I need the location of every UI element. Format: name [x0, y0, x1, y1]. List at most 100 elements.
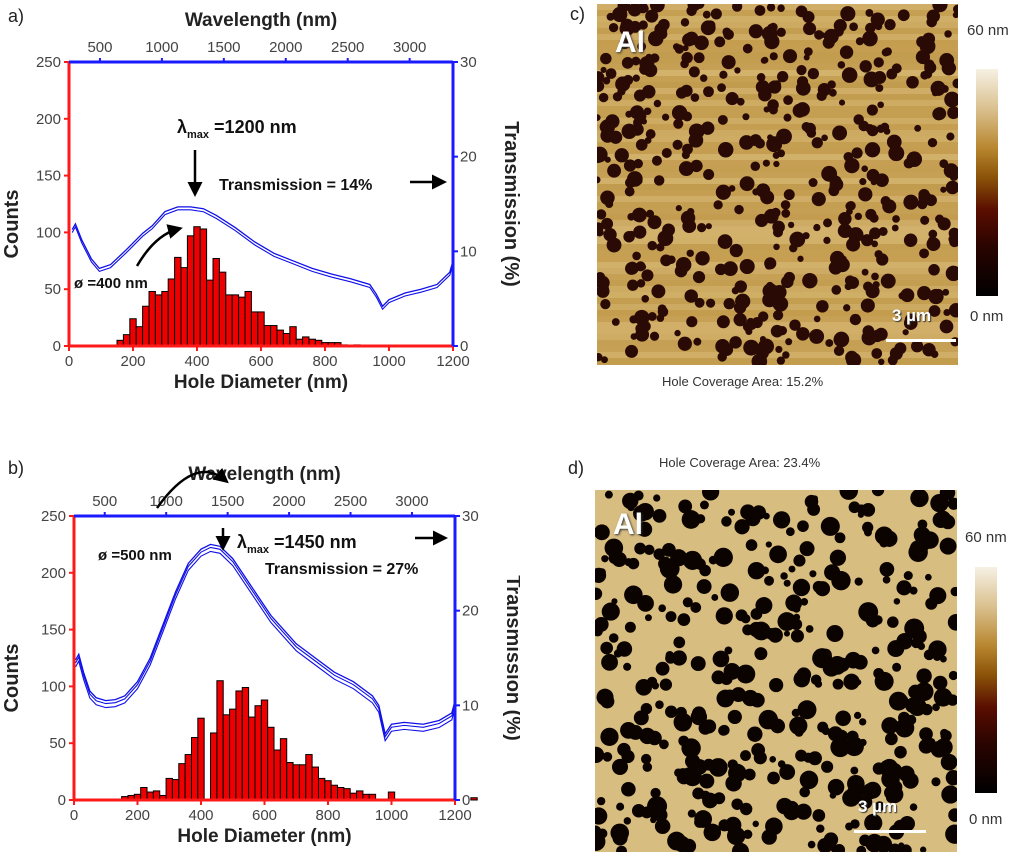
- afm-hole: [764, 575, 775, 586]
- afm-hole: [717, 142, 734, 158]
- afm-hole: [844, 157, 860, 174]
- afm-hole: [846, 237, 861, 252]
- afm-hole: [878, 358, 885, 365]
- afm-hole: [851, 147, 863, 159]
- afm-hole: [856, 845, 867, 852]
- afm-hole: [762, 159, 770, 167]
- afm-hole: [675, 257, 692, 273]
- afm-hole: [702, 719, 717, 734]
- afm-hole: [783, 95, 793, 106]
- afm-hole: [739, 176, 755, 192]
- afm-hole: [681, 52, 693, 64]
- histogram-bar: [241, 687, 250, 801]
- afm-hole: [932, 744, 941, 753]
- afm-hole: [821, 726, 831, 736]
- transmission-curve: [75, 550, 456, 743]
- afm-hole: [604, 156, 611, 163]
- afm-hole: [761, 56, 769, 64]
- afm-hole: [736, 97, 745, 106]
- afm-hole: [682, 44, 689, 52]
- afm-hole: [909, 803, 918, 811]
- y-tick-label: 0: [53, 338, 61, 355]
- afm-hole: [944, 91, 958, 108]
- histogram-bar: [186, 235, 195, 347]
- afm-hole: [906, 75, 919, 89]
- afm-hole: [634, 176, 643, 185]
- y-axis-title: Counts: [1, 644, 23, 713]
- y2-tick-label: 20: [460, 149, 477, 166]
- afm-hole: [729, 243, 743, 258]
- afm-hole: [754, 5, 766, 16]
- afm-hole: [681, 150, 690, 160]
- afm-hole: [670, 549, 688, 567]
- afm-hole: [665, 650, 674, 660]
- afm-hole: [620, 722, 637, 739]
- afm-hole: [602, 77, 611, 85]
- histogram-bar: [142, 305, 150, 347]
- afm-hole: [713, 547, 733, 567]
- afm-hole: [644, 544, 655, 555]
- afm-hole: [726, 820, 735, 829]
- afm-hole: [821, 760, 834, 773]
- afm-hole: [739, 258, 755, 275]
- afm-hole: [725, 775, 742, 792]
- afm-hole: [773, 80, 782, 89]
- afm-hole: [616, 845, 627, 852]
- afm-hole: [651, 284, 666, 299]
- diameter-annotation: ø =400 nm: [74, 275, 148, 292]
- afm-hole: [736, 664, 756, 684]
- histogram-bar: [180, 267, 188, 347]
- histogram-bar: [305, 754, 313, 801]
- afm-hole: [940, 186, 947, 193]
- afm-hole: [728, 508, 735, 516]
- afm-hole: [674, 768, 683, 777]
- afm-hole: [663, 575, 683, 594]
- afm-hole: [919, 727, 933, 741]
- afm-hole: [758, 311, 769, 322]
- histogram-bar: [229, 708, 237, 801]
- afm-hole: [874, 801, 885, 812]
- afm-hole: [811, 191, 826, 207]
- afm-hole: [930, 493, 949, 513]
- afm-streak: [597, 16, 958, 22]
- afm-hole: [919, 846, 927, 852]
- histogram-bar: [178, 763, 186, 801]
- afm-hole: [877, 257, 886, 266]
- afm-hole: [753, 751, 767, 765]
- afm-hole: [703, 86, 714, 98]
- afm-hole: [616, 802, 625, 811]
- afm-hole: [734, 204, 744, 215]
- afm-hole: [633, 225, 647, 239]
- afm-hole: [658, 18, 670, 31]
- afm-hole: [808, 178, 818, 188]
- afm-hole: [746, 320, 757, 331]
- afm-hole: [773, 160, 780, 168]
- afm-hole: [597, 147, 606, 164]
- y-tick-label: 100: [41, 678, 66, 695]
- afm-hole: [662, 223, 676, 237]
- afm-hole: [939, 319, 954, 334]
- afm-hole: [675, 87, 688, 99]
- afm-hole: [793, 670, 811, 688]
- histogram-bar: [276, 329, 284, 347]
- afm-hole: [765, 541, 772, 548]
- afm-hole: [739, 802, 753, 816]
- afm-hole: [898, 842, 905, 849]
- afm-hole: [807, 67, 819, 80]
- top-tick-label: 2500: [331, 39, 364, 56]
- afm-hole: [617, 742, 631, 757]
- histogram-bar: [235, 690, 243, 801]
- afm-hole: [819, 648, 832, 662]
- afm-hole: [605, 199, 614, 209]
- afm-hole: [601, 653, 618, 671]
- afm-hole: [627, 503, 635, 512]
- lambda-max-annotation: λmax =1450 nm: [237, 532, 357, 556]
- afm-hole: [823, 236, 831, 245]
- afm-hole: [621, 57, 634, 69]
- afm-d-scale-bar-label: 3 µm: [858, 797, 898, 816]
- top-tick-label: 1500: [207, 39, 240, 56]
- afm-hole: [639, 727, 656, 745]
- top-tick-label: 2000: [272, 493, 305, 510]
- afm-hole: [743, 339, 760, 356]
- afm-hole: [934, 510, 952, 528]
